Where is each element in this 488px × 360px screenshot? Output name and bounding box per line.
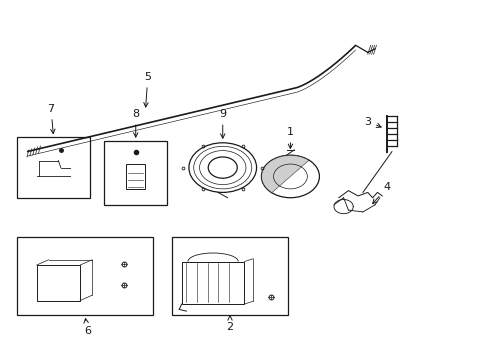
Text: 6: 6: [84, 319, 91, 336]
Text: 8: 8: [132, 109, 139, 137]
Wedge shape: [261, 155, 308, 193]
Bar: [17, 138, 90, 198]
Bar: [172, 237, 287, 315]
Text: 7: 7: [47, 104, 55, 134]
Bar: [17, 237, 152, 315]
Bar: [126, 164, 145, 189]
Text: 3: 3: [364, 117, 380, 127]
Text: 1: 1: [286, 127, 293, 148]
Text: 9: 9: [219, 109, 226, 138]
Text: 2: 2: [226, 316, 233, 332]
Text: 4: 4: [372, 182, 390, 204]
Bar: [104, 141, 167, 205]
Bar: [181, 261, 244, 304]
Text: 5: 5: [143, 72, 151, 107]
